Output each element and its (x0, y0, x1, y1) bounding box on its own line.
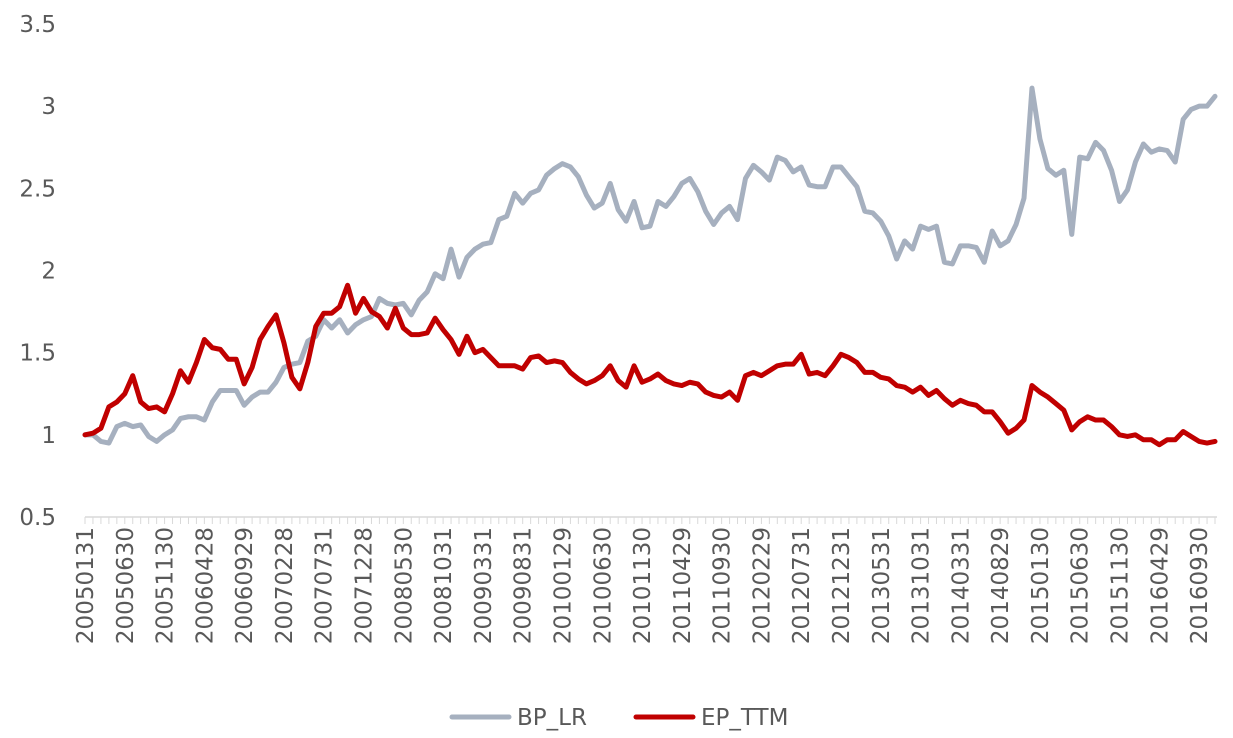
x-tick-label: 20140829 (988, 527, 1014, 644)
x-axis: 20050131 20050630 20051130 20060428 20060929… (73, 516, 1217, 644)
x-tick-label: 20050131 (73, 527, 99, 644)
x-tick-label: 20150130 (1028, 527, 1054, 644)
legend: BP_LR EP_TTM (449, 705, 788, 731)
y-tick-label: 1.5 (19, 341, 56, 367)
x-tick-label: 20151130 (1108, 527, 1134, 644)
x-tick-label: 20100630 (590, 527, 616, 644)
y-tick-label: 2.5 (19, 176, 56, 202)
x-tick-label: 20070228 (272, 527, 298, 644)
x-tick-label: 20090831 (511, 527, 537, 644)
x-tick-label: 20110429 (670, 527, 696, 644)
y-tick-label: 3.5 (19, 12, 56, 38)
y-axis: 0.5 1 1.5 2 2.5 3 3.5 (19, 12, 56, 531)
series-line-ep-ttm (82, 282, 1218, 448)
x-tick-label: 20090331 (471, 527, 497, 644)
x-tick-label: 20100129 (550, 527, 576, 644)
y-tick-label: 3 (41, 94, 56, 120)
legend-label: EP_TTM (701, 705, 788, 731)
x-tick-label: 20051130 (153, 527, 179, 644)
x-tick-label: 20160429 (1147, 527, 1173, 644)
x-tick-label: 20101130 (630, 527, 656, 644)
x-tick-label: 20121231 (829, 527, 855, 644)
x-tick-label: 20120731 (789, 527, 815, 644)
x-tick-label: 20060428 (192, 527, 218, 644)
x-tick-label: 20110930 (710, 527, 736, 644)
y-tick-label: 2 (41, 259, 56, 285)
x-tick-label: 20140331 (948, 527, 974, 644)
x-tick-label: 20131031 (909, 527, 935, 644)
x-tick-label: 20081031 (431, 527, 457, 644)
y-tick-label: 1 (41, 423, 56, 449)
x-tick-label: 20120229 (749, 527, 775, 644)
x-tick-label: 20050630 (113, 527, 139, 644)
plot-area (82, 85, 1218, 448)
x-tick-label: 20070731 (312, 527, 338, 644)
y-tick-label: 0.5 (19, 505, 56, 531)
legend-label: BP_LR (517, 705, 587, 731)
series-line-bp-lr (82, 85, 1218, 446)
x-tick-label: 20060929 (232, 527, 258, 644)
x-tick-label: 20071228 (352, 527, 378, 644)
x-tick-label: 20150630 (1068, 527, 1094, 644)
x-tick-label: 20130531 (869, 527, 895, 644)
x-tick-label: 20160930 (1187, 527, 1213, 644)
x-tick-label: 20080530 (391, 527, 417, 644)
